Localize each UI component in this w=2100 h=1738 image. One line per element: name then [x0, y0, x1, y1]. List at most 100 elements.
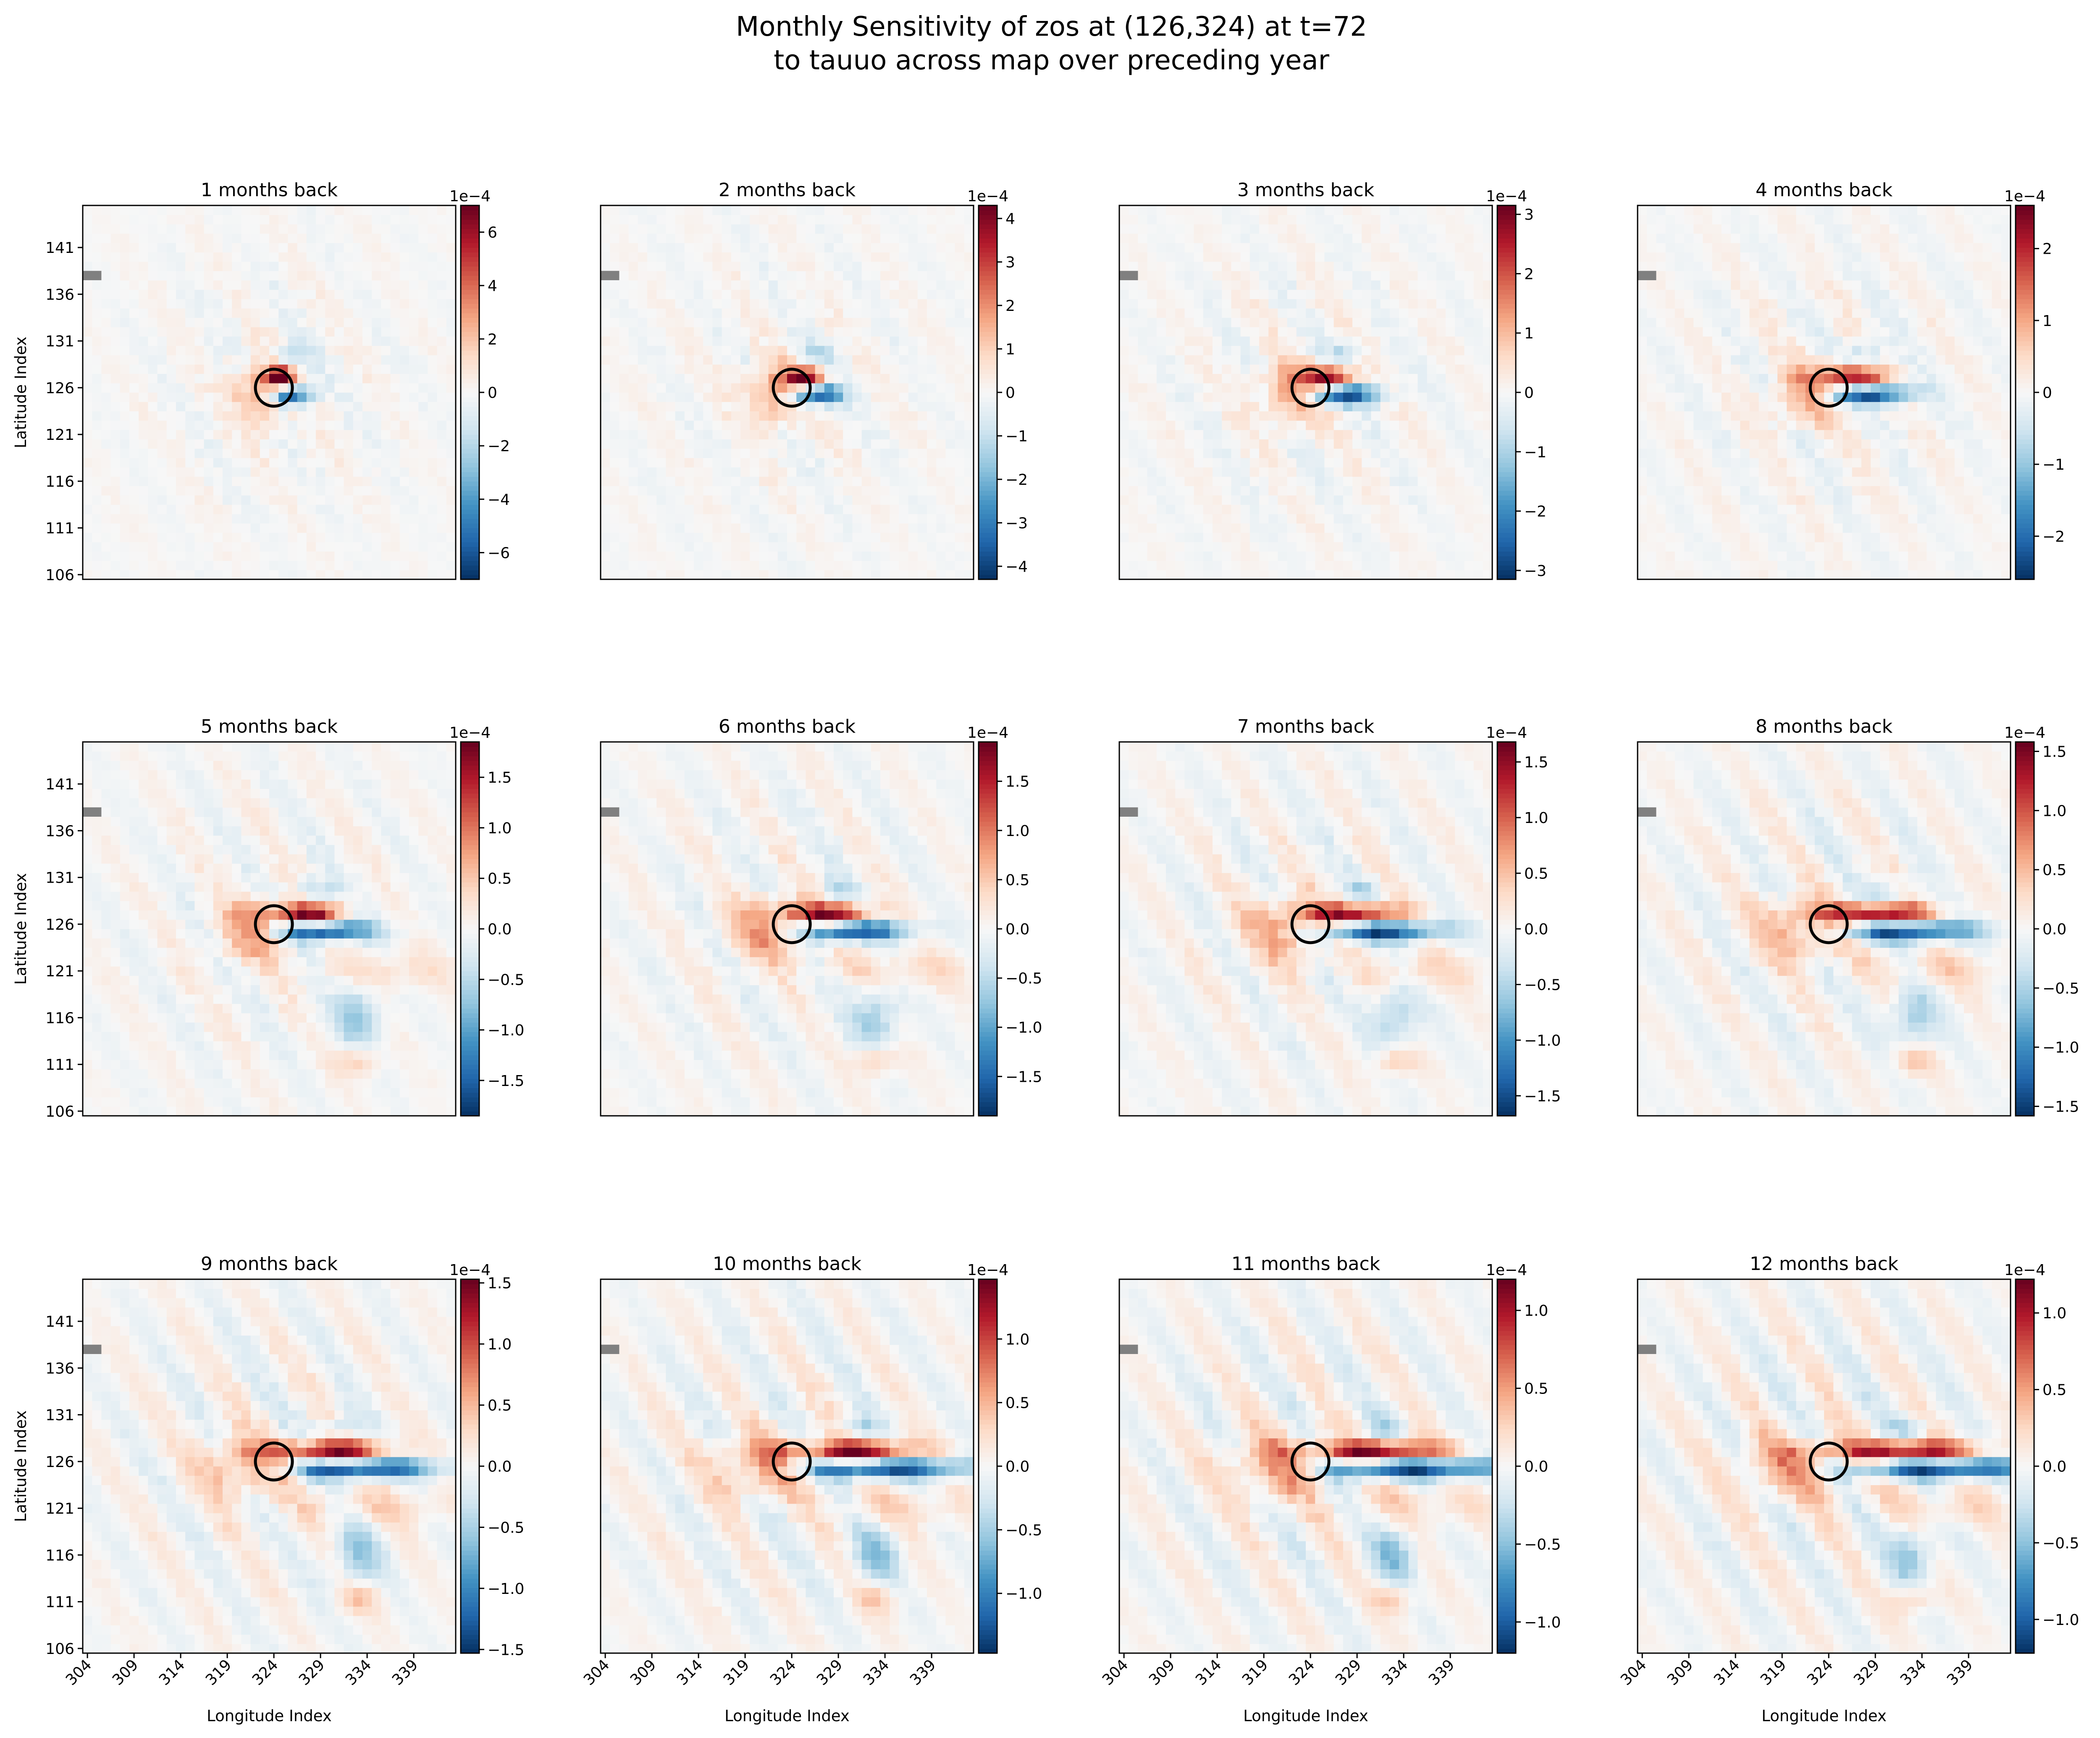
- colorbar-segment: [979, 509, 997, 514]
- heatmap-cell: [278, 430, 288, 439]
- heatmap-cell: [428, 374, 437, 384]
- heatmap-cell: [362, 364, 372, 374]
- heatmap-cell: [712, 430, 722, 439]
- heatmap-cell: [778, 439, 788, 449]
- heatmap-cell: [400, 570, 410, 580]
- heatmap-cell: [927, 280, 937, 290]
- heatmap-cell: [1371, 299, 1381, 309]
- heatmap-cell: [1455, 280, 1465, 290]
- heatmap-cell: [111, 561, 121, 571]
- heatmap-cell: [278, 439, 288, 449]
- heatmap-cell: [871, 355, 881, 365]
- heatmap-cell: [1268, 383, 1278, 393]
- heatmap-cell: [1362, 346, 1371, 355]
- heatmap-cell: [185, 467, 195, 477]
- heatmap-cell: [945, 495, 955, 505]
- heatmap-cell: [1427, 551, 1437, 561]
- heatmap-cell: [1464, 411, 1474, 421]
- heatmap-cell: [722, 252, 732, 262]
- heatmap-cell: [1474, 299, 1483, 309]
- heatmap-cell: [1362, 392, 1371, 402]
- heatmap-cell: [722, 224, 732, 234]
- heatmap-cell: [1474, 551, 1483, 561]
- heatmap-cell: [381, 458, 391, 468]
- heatmap-cell: [446, 523, 456, 533]
- heatmap-cell: [1371, 467, 1381, 477]
- heatmap-cell: [1278, 234, 1287, 243]
- heatmap-cell: [601, 318, 610, 327]
- heatmap-cell: [1222, 243, 1231, 252]
- heatmap-cell: [787, 392, 797, 402]
- heatmap-cell: [204, 449, 214, 458]
- heatmap-cell: [1250, 514, 1260, 523]
- heatmap-cell: [353, 215, 363, 224]
- heatmap-cell: [899, 486, 908, 496]
- heatmap-cell: [1436, 561, 1446, 571]
- land-mask: [83, 271, 101, 280]
- heatmap-cell: [1222, 262, 1231, 271]
- heatmap-cell: [1343, 364, 1353, 374]
- heatmap-cell: [223, 383, 232, 393]
- heatmap-cell: [167, 262, 176, 271]
- heatmap-cell: [964, 411, 974, 421]
- heatmap-cell: [945, 224, 955, 234]
- heatmap-cell: [1268, 495, 1278, 505]
- heatmap-cell: [1334, 514, 1344, 523]
- heatmap-cell: [769, 505, 778, 514]
- heatmap-cell: [139, 374, 148, 384]
- heatmap-cell: [1362, 271, 1371, 281]
- heatmap-cell: [1399, 458, 1409, 468]
- heatmap-cell: [1194, 542, 1204, 552]
- heatmap-cell: [418, 252, 428, 262]
- heatmap-cell: [945, 355, 955, 365]
- heatmap-cell: [1306, 215, 1315, 224]
- heatmap-cell: [101, 439, 111, 449]
- heatmap-cell: [1175, 449, 1185, 458]
- heatmap-cell: [1250, 449, 1260, 458]
- heatmap-cell: [83, 308, 92, 318]
- heatmap-cell: [418, 533, 428, 542]
- heatmap-cell: [964, 327, 974, 337]
- heatmap-cell: [344, 205, 354, 215]
- heatmap-cell: [213, 570, 223, 580]
- heatmap-cell: [1138, 355, 1147, 365]
- heatmap-cell: [409, 495, 419, 505]
- heatmap-cell: [353, 449, 363, 458]
- heatmap-cell: [629, 467, 638, 477]
- heatmap-cell: [675, 299, 685, 309]
- heatmap-cell: [787, 542, 797, 552]
- heatmap-cell: [204, 505, 214, 514]
- heatmap-cell: [778, 234, 788, 243]
- heatmap-cell: [260, 224, 270, 234]
- heatmap-cell: [834, 243, 843, 252]
- heatmap-cell: [1464, 458, 1474, 468]
- heatmap-cell: [269, 458, 279, 468]
- heatmap-cell: [1436, 421, 1446, 430]
- heatmap-cell: [1390, 402, 1399, 411]
- heatmap-cell: [824, 234, 834, 243]
- heatmap-cell: [759, 495, 769, 505]
- heatmap-cell: [83, 439, 92, 449]
- heatmap-cell: [167, 318, 176, 327]
- heatmap-cell: [1399, 486, 1409, 496]
- heatmap-cell: [769, 262, 778, 271]
- heatmap-cell: [1362, 505, 1371, 514]
- heatmap-cell: [334, 430, 344, 439]
- heatmap-cell: [1157, 411, 1166, 421]
- heatmap-cell: [111, 355, 121, 365]
- heatmap-cell: [806, 411, 815, 421]
- heatmap-cell: [787, 383, 797, 393]
- heatmap-cell: [1231, 467, 1241, 477]
- heatmap-cell: [610, 262, 620, 271]
- colorbar-segment: [461, 476, 479, 481]
- heatmap-cell: [1418, 458, 1427, 468]
- heatmap-cell: [843, 280, 853, 290]
- heatmap-cell: [344, 215, 354, 224]
- heatmap-cell: [194, 215, 204, 224]
- heatmap-cell: [139, 215, 148, 224]
- heatmap-cell: [391, 383, 400, 393]
- heatmap-cell: [694, 318, 704, 327]
- heatmap-cell: [722, 439, 732, 449]
- heatmap-cell: [344, 346, 354, 355]
- heatmap-cell: [129, 318, 139, 327]
